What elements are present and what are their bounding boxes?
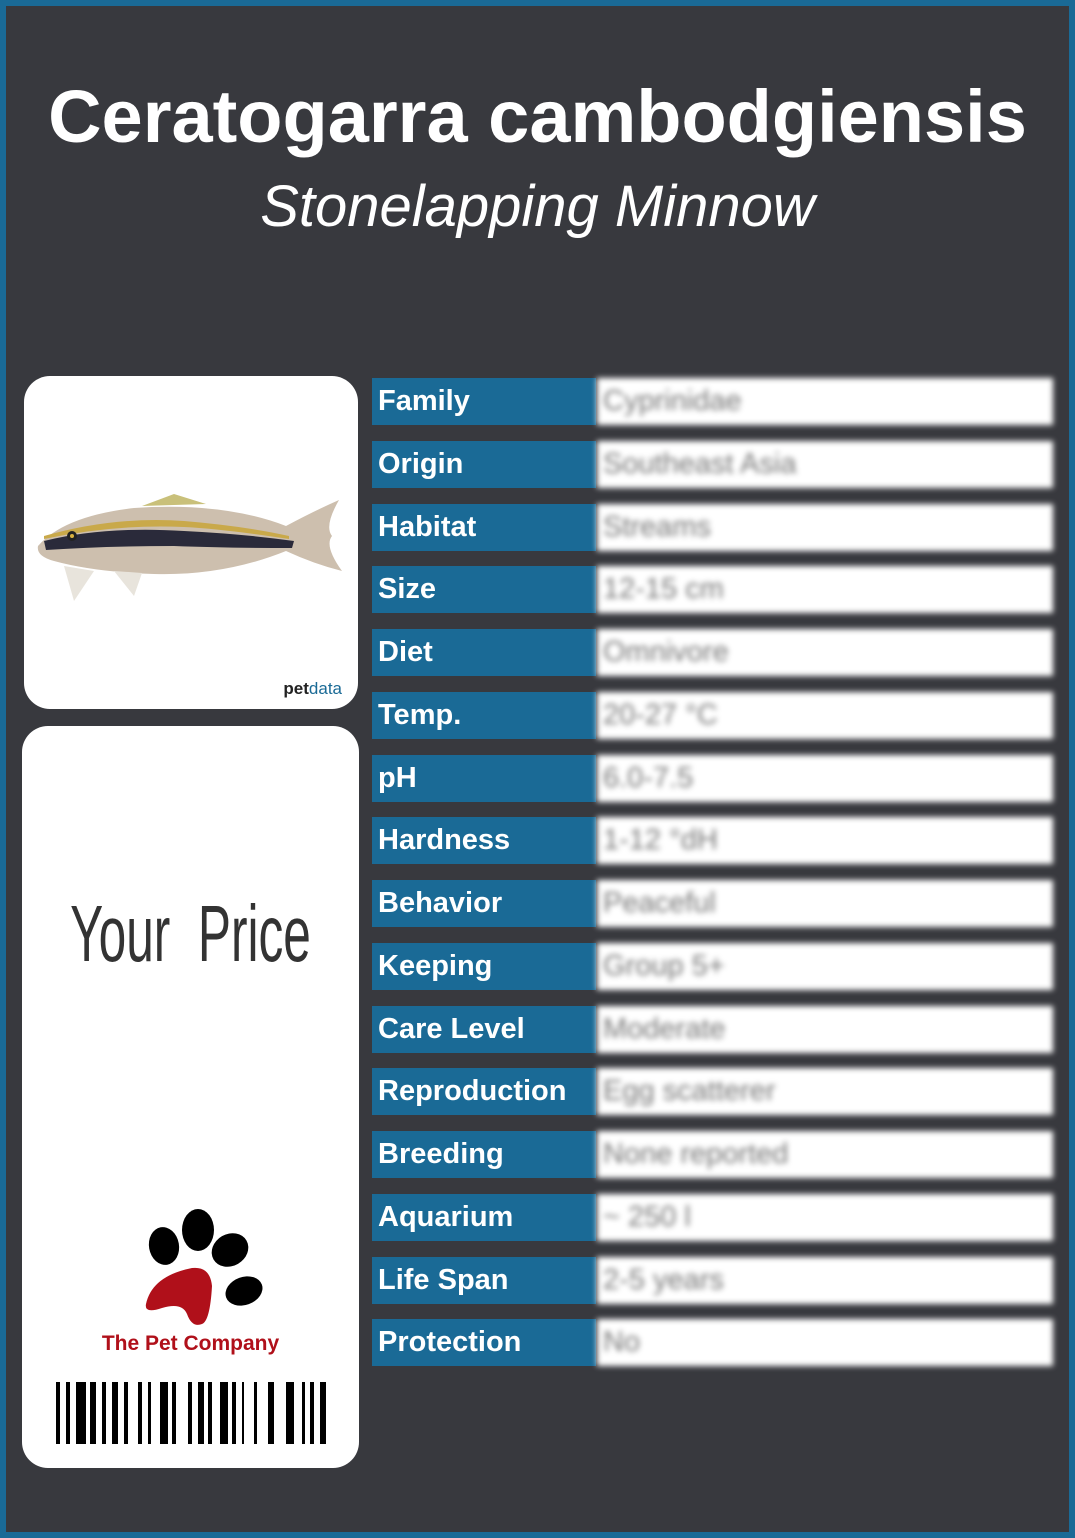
scientific-name: Ceratogarra cambodgiensis — [48, 75, 1027, 158]
barcode-bar — [138, 1382, 142, 1444]
fact-value: 12-15 cm — [597, 566, 1053, 614]
watermark-prefix: pet — [283, 679, 309, 698]
fact-value: Streams — [597, 503, 1053, 551]
petdata-watermark: petdata — [283, 679, 342, 699]
fact-label: Size — [372, 566, 596, 614]
barcode-bar — [254, 1382, 257, 1444]
barcode-bar — [220, 1382, 228, 1444]
fact-label: Origin — [372, 440, 596, 488]
price-label: Your Price — [70, 889, 311, 978]
fact-value: Omnivore — [597, 629, 1053, 676]
fact-label: Aquarium — [372, 1193, 596, 1241]
barcode-bar — [302, 1382, 305, 1444]
barcode-bar — [102, 1382, 106, 1444]
barcode-bar — [208, 1382, 212, 1444]
fact-row-protection: Protection No — [372, 1319, 1053, 1367]
fact-label: Habitat — [372, 503, 596, 551]
barcode-bar — [242, 1382, 244, 1444]
fact-row-reproduction: Reproduction Egg scatterer — [372, 1068, 1053, 1116]
barcode-bar — [188, 1382, 192, 1444]
fact-label: Protection — [372, 1319, 596, 1367]
fact-value: Moderate — [597, 1005, 1053, 1053]
fact-value: Group 5+ — [597, 942, 1053, 990]
fact-label: Diet — [372, 629, 596, 676]
barcode-bar — [268, 1382, 274, 1444]
fact-row-ph: pH 6.0-7.5 — [372, 754, 1053, 802]
fact-row-hardness: Hardness 1-12 °dH — [372, 817, 1053, 865]
barcode-bar — [56, 1382, 60, 1444]
fact-row-behavior: Behavior Peaceful — [372, 880, 1053, 927]
fact-row-temp: Temp. 20-27 °C — [372, 691, 1053, 739]
fact-value: Southeast Asia — [597, 440, 1053, 488]
price-card: Your Price The Pet Company — [22, 726, 359, 1468]
fact-label: Temp. — [372, 691, 596, 739]
fact-value: Egg scatterer — [597, 1068, 1053, 1116]
fish-image — [37, 494, 343, 601]
fact-value: 20-27 °C — [597, 691, 1053, 739]
fact-row-life-span: Life Span 2-5 years — [372, 1256, 1053, 1304]
barcode-bar — [76, 1382, 86, 1444]
fact-label: Keeping — [372, 942, 596, 990]
fact-label: Care Level — [372, 1005, 596, 1053]
fact-row-origin: Origin Southeast Asia — [372, 440, 1053, 488]
barcode-bar — [172, 1382, 176, 1444]
fact-value: 1-12 °dH — [597, 817, 1053, 865]
barcode-bar — [286, 1382, 294, 1444]
fact-label: Family — [372, 378, 596, 425]
barcode-bar — [148, 1382, 151, 1444]
fact-row-habitat: Habitat Streams — [372, 503, 1053, 551]
fact-label: Breeding — [372, 1131, 596, 1178]
barcode — [56, 1382, 326, 1444]
barcode-bar — [232, 1382, 236, 1444]
fact-value: None reported — [597, 1131, 1053, 1178]
barcode-bar — [198, 1382, 204, 1444]
barcode-bar — [66, 1382, 70, 1444]
fact-label: Hardness — [372, 817, 596, 865]
fact-value: ~ 250 l — [597, 1193, 1053, 1241]
barcode-bar — [310, 1382, 314, 1444]
fish-photo-card: petdata — [24, 376, 358, 709]
fact-value: No — [597, 1319, 1053, 1367]
fact-row-diet: Diet Omnivore — [372, 629, 1053, 676]
fact-value: Peaceful — [597, 880, 1053, 927]
barcode-bar — [90, 1382, 96, 1444]
fact-row-keeping: Keeping Group 5+ — [372, 942, 1053, 990]
brand-name: The Pet Company — [101, 1332, 280, 1355]
common-name: Stonelapping Minnow — [260, 174, 815, 239]
barcode-bar — [320, 1382, 326, 1444]
fact-row-aquarium: Aquarium ~ 250 l — [372, 1193, 1053, 1241]
fact-label: Reproduction — [372, 1068, 596, 1116]
watermark-suffix: data — [308, 679, 342, 698]
fact-value: 2-5 years — [597, 1256, 1053, 1304]
fact-value: Cyprinidae — [597, 378, 1053, 425]
fact-label: Behavior — [372, 880, 596, 927]
fact-label: pH — [372, 754, 596, 802]
fact-value: 6.0-7.5 — [597, 754, 1053, 802]
fact-row-size: Size 12-15 cm — [372, 566, 1053, 614]
barcode-bar — [112, 1382, 118, 1444]
fact-label: Life Span — [372, 1256, 596, 1304]
fact-row-care-level: Care Level Moderate — [372, 1005, 1053, 1053]
paw-logo-icon — [145, 1209, 263, 1325]
barcode-bar — [160, 1382, 168, 1444]
fact-row-breeding: Breeding None reported — [372, 1131, 1053, 1178]
fact-row-family: Family Cyprinidae — [372, 378, 1053, 425]
barcode-bar — [124, 1382, 128, 1444]
